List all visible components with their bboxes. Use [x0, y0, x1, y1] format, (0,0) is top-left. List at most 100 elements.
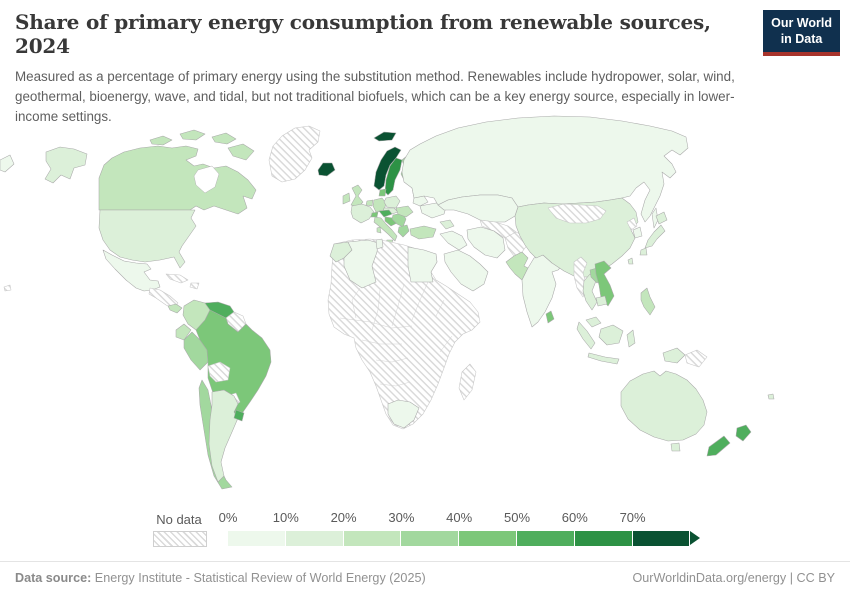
country-mongolia[interactable] [547, 203, 607, 224]
country-cuba[interactable] [165, 273, 189, 284]
country-new-guinea-west[interactable] [662, 347, 686, 364]
country-tunisia[interactable] [375, 238, 384, 250]
country-bolivia[interactable] [207, 361, 231, 383]
country-ireland[interactable] [342, 192, 351, 205]
country-svalbard[interactable] [373, 131, 397, 142]
legend-color-bar [228, 531, 701, 546]
country-japan-hokkaido[interactable] [655, 211, 668, 225]
country-alaska[interactable] [44, 146, 88, 184]
data-source-text: Energy Institute - Statistical Review of… [91, 571, 426, 585]
country-hispaniola[interactable] [189, 282, 200, 290]
country-fiji[interactable] [767, 393, 775, 400]
country-greenland[interactable] [268, 125, 321, 183]
country-new-zealand-north[interactable] [735, 424, 752, 442]
data-source-label: Data source: [15, 571, 92, 585]
country-romania[interactable] [395, 205, 414, 218]
country-uk[interactable] [350, 184, 364, 208]
legend-tick-label: 70% [619, 510, 646, 525]
country-iraq-levant[interactable] [439, 230, 468, 251]
chart-footer: Data source: Energy Institute - Statisti… [0, 561, 850, 585]
country-panama-costa-rica[interactable] [167, 303, 183, 314]
country-sweden[interactable] [384, 157, 403, 196]
country-mexico[interactable] [102, 249, 161, 292]
country-saudi-arabia[interactable] [443, 249, 489, 292]
africa-inner-borders [339, 281, 453, 387]
country-iran[interactable] [466, 226, 506, 259]
country-madagascar[interactable] [458, 363, 477, 401]
country-iceland[interactable] [317, 162, 336, 177]
legend-arrow-cap [690, 531, 701, 545]
legend-tick-label: 10% [272, 510, 299, 525]
country-egypt[interactable] [407, 246, 438, 283]
country-canada[interactable] [98, 145, 257, 215]
country-sumatra[interactable] [576, 321, 596, 350]
country-japan-honshu[interactable] [644, 224, 666, 249]
legend-bin-swatch [459, 531, 517, 546]
legend-no-data-label: No data [156, 512, 202, 527]
country-switzerland[interactable] [370, 211, 379, 218]
legend-tick-label: 0% [218, 510, 238, 525]
data-source: Data source: Energy Institute - Statisti… [15, 571, 426, 585]
country-austria[interactable] [378, 209, 393, 218]
legend-tick-label: 30% [388, 510, 415, 525]
legend-tick-label: 50% [503, 510, 531, 525]
chart-subtitle: Measured as a percentage of primary ener… [15, 69, 735, 125]
owid-logo-line2: in Data [780, 31, 823, 46]
country-canada-baffin[interactable] [227, 143, 255, 161]
country-java[interactable] [587, 352, 620, 365]
country-ecuador[interactable] [175, 323, 192, 341]
country-benelux[interactable] [365, 199, 374, 207]
country-philippines[interactable] [640, 287, 656, 316]
legend-tick-label: 20% [330, 510, 357, 525]
country-south-korea[interactable] [632, 226, 643, 239]
credit-link[interactable]: OurWorldinData.org/energy | CC BY [632, 571, 835, 585]
owid-logo[interactable]: Our World in Data [763, 10, 840, 57]
legend-bin-swatch [574, 531, 633, 546]
country-greece[interactable] [397, 224, 410, 238]
hudson-bay [193, 165, 220, 194]
country-pakistan[interactable] [505, 251, 529, 281]
country-ukraine[interactable] [419, 202, 447, 219]
country-argentina[interactable] [208, 389, 239, 483]
legend-bin-swatch [632, 531, 691, 546]
country-poland[interactable] [383, 195, 401, 209]
country-russia-west-sliver[interactable] [0, 154, 15, 173]
country-canada-island[interactable] [211, 132, 237, 145]
country-usa[interactable] [98, 209, 197, 269]
country-france[interactable] [350, 203, 375, 224]
country-sulawesi[interactable] [626, 329, 636, 348]
country-north-korea[interactable] [626, 217, 638, 231]
country-uruguay[interactable] [233, 409, 245, 422]
country-australia[interactable] [620, 370, 708, 442]
country-italy[interactable] [373, 216, 398, 242]
country-taiwan[interactable] [627, 257, 634, 265]
country-vietnam[interactable] [594, 260, 615, 307]
legend-no-data-swatch [153, 531, 207, 547]
chart-header: Share of primary energy consumption from… [15, 10, 765, 127]
country-hawaii[interactable] [3, 284, 12, 292]
country-caucasus[interactable] [439, 219, 455, 230]
country-south-africa[interactable] [387, 399, 420, 429]
country-tasmania[interactable] [670, 442, 681, 452]
legend-tick-label: 60% [561, 510, 588, 525]
country-borneo[interactable] [598, 324, 624, 346]
country-canada-island[interactable] [179, 129, 206, 141]
country-sri-lanka[interactable] [545, 310, 555, 324]
legend-bin-swatch [285, 531, 344, 546]
country-turkey[interactable] [409, 225, 437, 240]
country-norway[interactable] [373, 146, 402, 191]
page-title: Share of primary energy consumption from… [15, 10, 711, 58]
country-new-zealand-south[interactable] [706, 435, 731, 457]
country-china[interactable] [514, 197, 639, 278]
country-canada-island[interactable] [149, 135, 173, 146]
country-papua-new-guinea[interactable] [684, 349, 708, 368]
country-denmark[interactable] [378, 188, 387, 197]
country-japan-kyushu[interactable] [639, 247, 648, 256]
country-sardinia[interactable] [376, 226, 382, 234]
map-legend: No data 0% 10% 20% 30% 40% 50% 60% 70% [0, 508, 850, 554]
country-cambodia[interactable] [595, 295, 608, 307]
country-malaysia[interactable] [585, 316, 602, 328]
legend-bin-swatch [516, 531, 575, 546]
legend-bin-swatch [343, 531, 402, 546]
